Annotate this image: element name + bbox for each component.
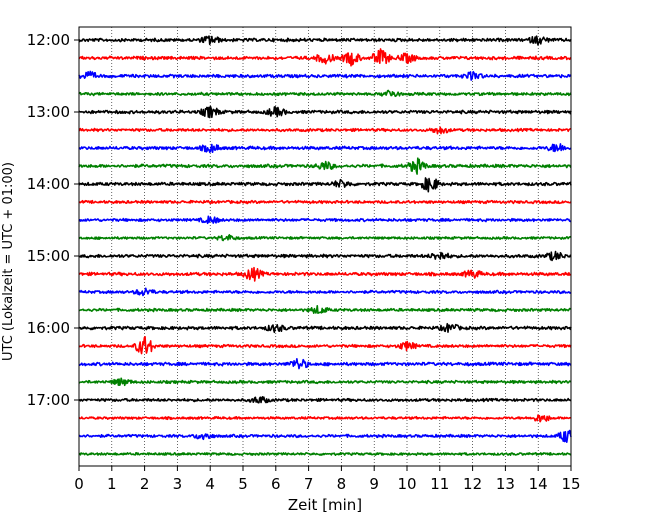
trace-1230 bbox=[78, 70, 572, 81]
y-axis-label: UTC (Lokalzeit = UTC + 01:00) bbox=[1, 162, 16, 361]
trace-1200 bbox=[78, 35, 572, 46]
x-tick-label: 13 bbox=[496, 475, 515, 493]
y-axis-ticks: 12:00 13:00 14:00 15:00 16:00 17:00 bbox=[27, 31, 79, 409]
x-tick-label: 5 bbox=[238, 475, 248, 493]
trace-1645 bbox=[78, 377, 572, 387]
trace-1415 bbox=[78, 199, 572, 205]
trace-1745 bbox=[78, 451, 572, 457]
trace-1445 bbox=[78, 234, 572, 242]
trace-1245 bbox=[78, 89, 572, 98]
trace-1630 bbox=[78, 358, 572, 370]
traces bbox=[78, 35, 572, 457]
y-tick-label: 13:00 bbox=[27, 103, 70, 121]
x-tick-label: 0 bbox=[74, 475, 84, 493]
x-tick-label: 8 bbox=[337, 475, 347, 493]
x-tick-label: 14 bbox=[529, 475, 548, 493]
trace-1515 bbox=[78, 266, 572, 282]
trace-1345 bbox=[78, 157, 572, 175]
x-tick-label: 2 bbox=[140, 475, 150, 493]
trace-1330 bbox=[78, 143, 572, 154]
y-tick-label: 16:00 bbox=[27, 319, 70, 337]
plot-frame bbox=[78, 26, 572, 467]
trace-1430 bbox=[78, 215, 572, 225]
trace-1300 bbox=[78, 105, 572, 119]
x-tick-label: 4 bbox=[205, 475, 215, 493]
y-tick-label: 17:00 bbox=[27, 391, 70, 409]
trace-1615 bbox=[78, 336, 572, 355]
y-tick-label: 15:00 bbox=[27, 247, 70, 265]
x-tick-label: 12 bbox=[463, 475, 482, 493]
x-tick-label: 10 bbox=[397, 475, 416, 493]
y-tick-label: 12:00 bbox=[27, 31, 70, 49]
x-axis-label: Zeit [min] bbox=[288, 496, 362, 514]
trace-1215 bbox=[78, 48, 572, 67]
x-tick-label: 11 bbox=[430, 475, 449, 493]
x-tick-label: 7 bbox=[304, 475, 314, 493]
y-tick-label: 14:00 bbox=[27, 175, 70, 193]
x-axis-ticks: 0 1 2 3 4 5 6 7 8 9 10 11 12 13 14 15 bbox=[74, 466, 581, 493]
trace-1315 bbox=[78, 126, 572, 135]
trace-1730 bbox=[78, 429, 572, 443]
x-tick-label: 6 bbox=[271, 475, 281, 493]
x-tick-label: 9 bbox=[369, 475, 379, 493]
trace-1700 bbox=[78, 396, 572, 404]
trace-1400 bbox=[78, 177, 572, 193]
trace-1530 bbox=[78, 287, 572, 297]
x-tick-label: 3 bbox=[173, 475, 183, 493]
x-tick-label: 1 bbox=[107, 475, 117, 493]
trace-1600 bbox=[78, 322, 572, 334]
trace-1545 bbox=[78, 304, 572, 315]
x-tick-label: 15 bbox=[561, 475, 580, 493]
grid-lines bbox=[111, 27, 539, 466]
trace-1500 bbox=[78, 250, 572, 262]
trace-1715 bbox=[78, 414, 572, 423]
